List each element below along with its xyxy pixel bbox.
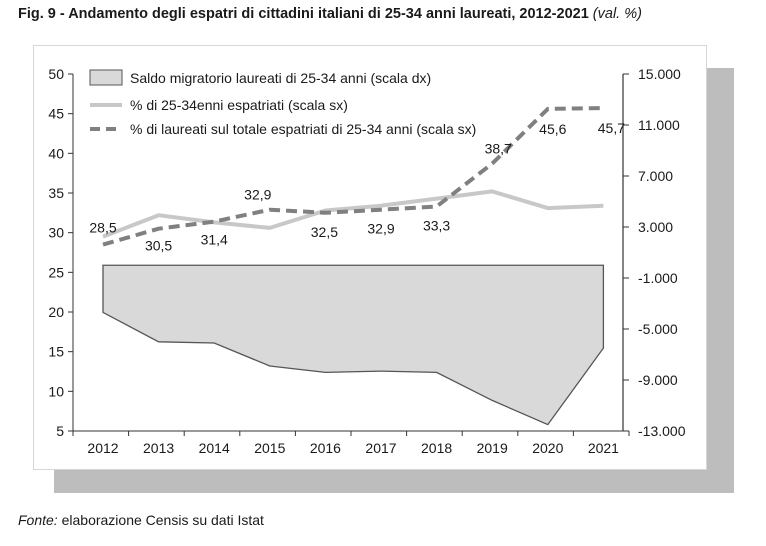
source-text: elaborazione Censis su dati Istat bbox=[61, 512, 264, 528]
data-label: 30,5 bbox=[145, 238, 172, 254]
right-tick-label: 11.000 bbox=[638, 117, 680, 133]
x-tick-label: 2020 bbox=[532, 440, 563, 456]
data-label: 28,5 bbox=[89, 220, 116, 236]
right-tick-label: 15.000 bbox=[638, 66, 681, 82]
data-label: 31,4 bbox=[201, 232, 228, 248]
legend-swatch-area bbox=[89, 69, 123, 86]
x-tick-label: 2018 bbox=[421, 440, 452, 456]
right-tick-label: -13.000 bbox=[638, 423, 686, 439]
data-label: 32,9 bbox=[367, 221, 394, 237]
x-tick-label: 2012 bbox=[87, 440, 118, 456]
right-tick-label: -1.000 bbox=[638, 270, 678, 286]
left-tick-label: 45 bbox=[48, 106, 64, 122]
chart-title-text: Fig. 9 - Andamento degli espatri di citt… bbox=[18, 6, 589, 22]
x-tick-label: 2014 bbox=[199, 440, 230, 456]
right-tick-label: 3.000 bbox=[638, 219, 673, 235]
x-tick-label: 2021 bbox=[588, 440, 619, 456]
left-tick-label: 30 bbox=[48, 225, 64, 241]
left-tick-label: 35 bbox=[48, 185, 64, 201]
right-tick-label: -9.000 bbox=[638, 372, 678, 388]
source-note: Fonte: elaborazione Censis su dati Istat bbox=[18, 512, 264, 528]
legend-label-area: Saldo migratorio laureati di 25-34 anni … bbox=[130, 70, 431, 86]
line-25-34enni-espatriati bbox=[102, 189, 604, 239]
x-tick-label: 2019 bbox=[477, 440, 508, 456]
chart-title: Fig. 9 - Andamento degli espatri di citt… bbox=[18, 6, 758, 22]
right-tick-label: 7.000 bbox=[638, 168, 673, 184]
left-tick-label: 20 bbox=[48, 304, 64, 320]
left-tick-label: 5 bbox=[56, 423, 64, 439]
chart-panel bbox=[33, 45, 707, 470]
x-tick-label: 2015 bbox=[254, 440, 285, 456]
data-label: 45,6 bbox=[539, 121, 566, 137]
x-tick-label: 2016 bbox=[310, 440, 341, 456]
legend-label-dashed: % di laureati sul totale espatriati di 2… bbox=[130, 121, 476, 137]
left-tick-label: 10 bbox=[48, 383, 64, 399]
x-tick-label: 2017 bbox=[365, 440, 396, 456]
left-tick-label: 15 bbox=[48, 344, 64, 360]
data-label: 32,5 bbox=[311, 224, 338, 240]
x-tick-label: 2013 bbox=[143, 440, 174, 456]
line-laureati-su-espatriati bbox=[102, 106, 604, 247]
left-tick-label: 25 bbox=[48, 264, 64, 280]
data-label: 38,7 bbox=[485, 141, 512, 157]
left-tick-label: 40 bbox=[48, 145, 64, 161]
left-tick-label: 50 bbox=[48, 66, 64, 82]
right-tick-label: -5.000 bbox=[638, 321, 678, 337]
source-label: Fonte: bbox=[18, 512, 58, 528]
data-label: 32,9 bbox=[244, 187, 271, 203]
area-saldo-migratorio bbox=[102, 264, 605, 426]
data-label: 45,7 bbox=[598, 120, 625, 136]
legend-label-line: % di 25-34enni espatriati (scala sx) bbox=[130, 97, 348, 113]
data-label: 33,3 bbox=[423, 217, 450, 233]
chart-title-unit: (val. %) bbox=[592, 6, 642, 22]
